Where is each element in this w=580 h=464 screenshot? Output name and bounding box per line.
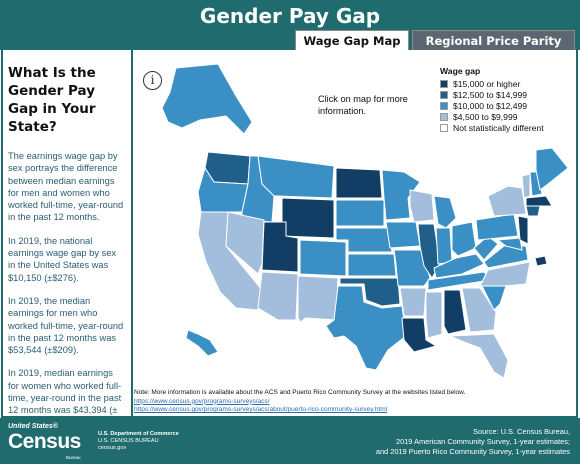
legend-label: $4,500 to $9,999 xyxy=(453,112,518,123)
state-maine[interactable] xyxy=(535,147,569,191)
dept-line-2: U.S. CENSUS BUREAU xyxy=(98,438,159,445)
link-puerto-rico-survey[interactable]: https://www.census.gov/programs-surveys/… xyxy=(134,406,388,414)
legend-swatch xyxy=(440,79,448,88)
sidebar-heading: What Is the Gender Pay Gap in Your State… xyxy=(8,65,96,135)
source-line-3: and 2019 Puerto Rico Community Survey, 1… xyxy=(375,447,570,456)
state-mississippi[interactable] xyxy=(425,291,443,339)
dept-line-1: U.S. Department of Commerce xyxy=(98,431,179,437)
state-indiana[interactable] xyxy=(435,227,453,265)
state-florida[interactable] xyxy=(449,333,509,379)
legend-swatch xyxy=(440,101,448,110)
legend-label: $10,000 to $12,499 xyxy=(453,100,528,111)
us-state-map[interactable] xyxy=(136,48,576,393)
state-alaska[interactable] xyxy=(161,63,253,135)
legend-item: $15,000 or higher xyxy=(440,78,544,89)
page-title: Gender Pay Gap xyxy=(199,4,381,28)
state-illinois[interactable] xyxy=(417,223,441,279)
state-georgia[interactable] xyxy=(461,287,497,333)
source-line-2: 2019 American Community Survey, 1-year e… xyxy=(395,437,570,446)
map-legend: Wage gap $15,000 or higher $12,500 to $1… xyxy=(440,66,544,134)
legend-swatch xyxy=(440,90,448,99)
legend-swatch xyxy=(440,124,448,133)
state-north-carolina[interactable] xyxy=(479,261,531,287)
legend-item: $10,000 to $12,499 xyxy=(440,100,544,111)
sidebar-paragraph-national-gap: In 2019, the national earnings wage gap … xyxy=(8,235,117,283)
footer-bar: United States® Census Bureau U.S. Depart… xyxy=(0,418,580,464)
state-pennsylvania[interactable] xyxy=(475,213,519,241)
state-ohio[interactable] xyxy=(451,221,477,257)
state-arizona[interactable] xyxy=(257,271,299,321)
state-new-mexico[interactable] xyxy=(297,275,339,323)
state-massachusetts[interactable] xyxy=(525,195,553,207)
legend-swatch xyxy=(440,113,448,122)
tab-wage-gap-map[interactable]: Wage Gap Map xyxy=(295,30,409,50)
content-frame xyxy=(1,50,578,418)
state-south-dakota[interactable] xyxy=(335,199,385,227)
state-maryland[interactable] xyxy=(497,237,523,251)
state-west-virginia[interactable] xyxy=(473,235,499,261)
territory-puerto-rico[interactable] xyxy=(534,255,548,267)
state-minnesota[interactable] xyxy=(381,169,421,221)
state-louisiana[interactable] xyxy=(401,317,437,353)
department-info: U.S. Department of Commerce U.S. CENSUS … xyxy=(98,431,179,453)
state-iowa[interactable] xyxy=(385,221,421,249)
state-utah[interactable] xyxy=(261,221,299,273)
legend-item: Not statistically different xyxy=(440,123,544,134)
legend-label: $15,000 or higher xyxy=(453,78,521,89)
legend-title: Wage gap xyxy=(440,66,481,76)
note-section: Note: More information is available abou… xyxy=(134,389,574,415)
state-montana[interactable] xyxy=(257,155,335,199)
sidebar: What Is the Gender Pay Gap in Your State… xyxy=(1,50,133,428)
state-wyoming[interactable] xyxy=(281,197,335,239)
tab-regional-price-parity-map[interactable]: Regional Price Parity Map xyxy=(412,30,575,68)
state-kansas[interactable] xyxy=(347,253,397,277)
legend-item: $12,500 to $14,999 xyxy=(440,89,544,100)
note-text: Note: More information is available abou… xyxy=(134,389,466,396)
map-hint: Click on map for more information. xyxy=(318,94,408,116)
info-icon[interactable]: i xyxy=(143,71,162,90)
census-logo-top: United States® xyxy=(8,423,58,430)
state-arkansas[interactable] xyxy=(399,287,427,317)
state-virginia[interactable] xyxy=(483,245,529,269)
state-new-york[interactable] xyxy=(487,185,527,217)
state-alabama[interactable] xyxy=(443,289,467,335)
state-colorado[interactable] xyxy=(299,239,347,277)
state-new-jersey[interactable] xyxy=(517,215,529,245)
sidebar-paragraph-men-earnings: In 2019, the median earnings for men who… xyxy=(8,295,124,356)
legend-label: $12,500 to $14,999 xyxy=(453,89,528,100)
dept-line-3: census.gov xyxy=(98,445,127,452)
state-hawaii[interactable] xyxy=(185,329,219,357)
state-kentucky[interactable] xyxy=(433,253,485,279)
state-michigan[interactable] xyxy=(433,195,457,229)
source-line-1: Source: U.S. Census Bureau, xyxy=(473,427,570,436)
state-vermont[interactable] xyxy=(521,173,531,199)
state-wisconsin[interactable] xyxy=(409,189,435,223)
legend-label: Not statistically different xyxy=(453,123,544,134)
census-logo: Census xyxy=(8,430,81,453)
state-nevada[interactable] xyxy=(225,211,265,275)
link-acs[interactable]: https://www.census.gov/programs-surveys/… xyxy=(134,397,270,405)
state-connecticut[interactable] xyxy=(525,205,541,217)
state-texas[interactable] xyxy=(325,285,407,371)
sidebar-paragraph-definition: The earnings wage gap by sex portrays th… xyxy=(8,151,124,223)
state-north-dakota[interactable] xyxy=(335,167,383,199)
source-citation: Source: U.S. Census Bureau, 2019 America… xyxy=(376,427,570,457)
header-bar: Gender Pay Gap Wage Gap Map Regional Pri… xyxy=(0,0,580,68)
census-logo-bureau: Bureau xyxy=(66,455,81,460)
legend-item: $4,500 to $9,999 xyxy=(440,112,544,123)
